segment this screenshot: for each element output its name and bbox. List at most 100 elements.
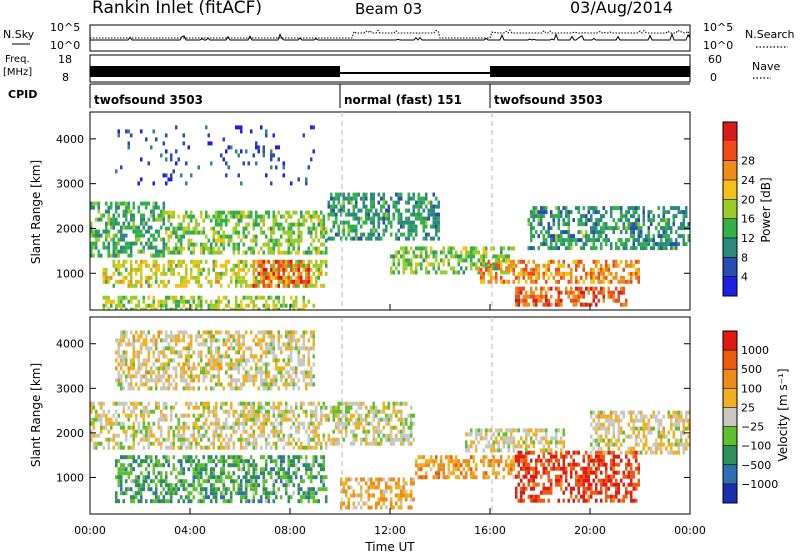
heatmap-cell [108, 446, 111, 450]
heatmap-cell [148, 438, 151, 442]
heatmap-cell [618, 463, 621, 467]
heatmap-cell [208, 479, 211, 483]
heatmap-cell [173, 446, 176, 450]
heatmap-cell [630, 495, 633, 499]
heatmap-cell [185, 268, 188, 272]
heatmap-cell [190, 434, 193, 438]
heatmap-cell [278, 227, 281, 231]
heatmap-cell [388, 402, 391, 406]
heatmap-cell [250, 251, 253, 255]
heatmap-cell [528, 295, 531, 299]
heatmap-cell [320, 475, 323, 479]
heatmap-cell [525, 459, 528, 463]
heatmap-cell [400, 221, 403, 225]
heatmap-cell [375, 438, 378, 442]
heatmap-cell [570, 475, 573, 479]
heatmap-cell [378, 418, 381, 422]
heatmap-cell [375, 229, 378, 233]
heatmap-cell [370, 410, 373, 414]
heatmap-cell [400, 434, 403, 438]
heatmap-cell [550, 483, 553, 487]
heatmap-cell [450, 455, 453, 459]
heatmap-cell [398, 250, 401, 254]
heatmap-cell [605, 495, 608, 499]
heatmap-cell [263, 268, 266, 272]
heatmap-cell [605, 238, 608, 242]
heatmap-cell [268, 211, 271, 215]
heatmap-cell [438, 205, 441, 209]
heatmap-cell [445, 455, 448, 459]
heatmap-cell [535, 214, 538, 218]
heatmap-cell [315, 418, 318, 422]
heatmap-cell [385, 418, 388, 422]
heatmap-cell [390, 486, 393, 490]
heatmap-cell [313, 430, 316, 434]
heatmap-cell [410, 221, 413, 225]
heatmap-cell [208, 495, 211, 499]
heatmap-cell [413, 205, 416, 209]
heatmap-cell [128, 414, 131, 418]
heatmap-cell [93, 426, 96, 430]
heatmap-cell [598, 272, 601, 276]
heatmap-cell [278, 296, 281, 300]
heatmap-cell [373, 430, 376, 434]
heatmap-cell [295, 402, 298, 406]
heatmap-cell [175, 475, 178, 479]
heatmap-cell [403, 250, 406, 254]
heatmap-cell [310, 219, 313, 223]
heatmap-cell [225, 426, 228, 430]
heatmap-cell [578, 463, 581, 467]
heatmap-cell [398, 482, 401, 486]
heatmap-cell [235, 459, 238, 463]
heatmap-cell [195, 442, 198, 446]
heatmap-cell [558, 299, 561, 303]
heatmap-cell [355, 438, 358, 442]
heatmap-cell [270, 264, 273, 268]
heatmap-cell [325, 475, 328, 479]
heatmap-cell [508, 254, 511, 258]
heatmap-cell [355, 494, 358, 498]
heatmap-cell [205, 125, 208, 129]
heatmap-cell [683, 238, 686, 242]
heatmap-cell [573, 218, 576, 222]
heatmap-cell [115, 459, 118, 463]
heatmap-cell [393, 410, 396, 414]
cpid-label: CPID [8, 88, 37, 101]
heatmap-cell [120, 246, 123, 250]
heatmap-cell [173, 300, 176, 304]
heatmap-cell [153, 210, 156, 214]
heatmap-cell [583, 303, 586, 307]
heatmap-cell [523, 463, 526, 467]
heatmap-cell [645, 246, 648, 250]
heatmap-cell [163, 418, 166, 422]
heatmap-cell [245, 406, 248, 410]
heatmap-cell [293, 231, 296, 235]
heatmap-cell [398, 486, 401, 490]
heatmap-cell [310, 446, 313, 450]
heatmap-cell [135, 260, 138, 264]
heatmap-cell [185, 227, 188, 231]
heatmap-cell [625, 210, 628, 214]
heatmap-cell [380, 490, 383, 494]
heatmap-cell [588, 499, 591, 503]
heatmap-cell [290, 475, 293, 479]
heatmap-cell [160, 426, 163, 430]
heatmap-cell [163, 210, 166, 214]
heatmap-cell [630, 447, 633, 451]
heatmap-cell [625, 463, 628, 467]
heatmap-cell [228, 235, 231, 239]
heatmap-cell [343, 438, 346, 442]
heatmap-cell [320, 268, 323, 272]
heatmap-cell [300, 211, 303, 215]
heatmap-cell [673, 206, 676, 210]
heatmap-cell [305, 272, 308, 276]
heatmap-cell [290, 410, 293, 414]
heatmap-cell [290, 215, 293, 219]
heatmap-cell [270, 157, 273, 161]
heatmap-cell [610, 295, 613, 299]
heatmap-cell [123, 471, 126, 475]
heatmap-cell [413, 197, 416, 201]
heatmap-cell [308, 284, 311, 288]
heatmap-cell [285, 239, 288, 243]
heatmap-cell [213, 430, 216, 434]
